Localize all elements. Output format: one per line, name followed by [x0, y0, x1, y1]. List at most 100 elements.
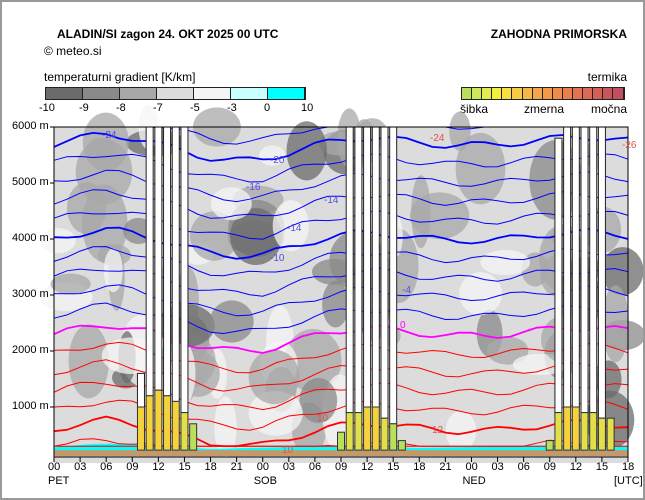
thermal-bar — [354, 412, 363, 451]
thermal-bar — [145, 395, 154, 451]
thermal-swatch — [542, 88, 553, 99]
gradient-region — [209, 300, 254, 343]
thermal-bar — [580, 412, 589, 451]
x-tick-label: 18 — [204, 461, 217, 473]
y-tick-label: 1000 m — [12, 400, 49, 412]
isotherm-label: -20 — [270, 155, 285, 166]
isotherm-label: 0 — [400, 320, 406, 331]
isotherm-label: -10 — [270, 253, 285, 264]
x-tick-label: 15 — [178, 461, 191, 473]
cloud-bar — [363, 126, 372, 408]
cloud-bar — [554, 137, 563, 414]
x-tick-label: 06 — [308, 461, 322, 473]
cloud-bar — [145, 126, 154, 397]
cloud-bar — [171, 126, 180, 402]
gradient-region — [312, 258, 356, 285]
thermal-bar — [363, 406, 372, 451]
thermal-legend-title: termika — [587, 70, 627, 84]
cloud-bar — [180, 126, 189, 414]
y-tick-label: 3000 m — [12, 288, 49, 300]
thermal-label-moderate: zmerna — [524, 102, 565, 116]
thermal-swatch — [462, 88, 473, 99]
y-tick-label: 2000 m — [12, 344, 49, 356]
day-label: SOB — [253, 475, 277, 487]
gradient-swatch — [268, 88, 305, 99]
cloud-bar — [563, 126, 572, 408]
x-tick-label: 15 — [595, 461, 609, 473]
x-tick-label: 21 — [230, 461, 243, 473]
thermal-label-strong: močna — [591, 102, 628, 116]
isotherm-label: -24 — [102, 130, 117, 141]
gradient-tick: -3 — [227, 102, 237, 114]
thermal-swatch — [482, 88, 493, 99]
x-tick-label: 03 — [74, 461, 87, 473]
cloud-bar — [136, 372, 145, 408]
cloud-bar — [154, 126, 163, 391]
thermal-bar — [371, 406, 380, 451]
thermal-bar — [337, 431, 345, 451]
thermal-swatch — [573, 88, 584, 99]
cloud-bar — [571, 126, 580, 408]
gradient-region — [248, 390, 303, 436]
gradient-swatch — [231, 88, 268, 99]
gradient-region — [101, 337, 161, 375]
x-tick-label: 21 — [439, 461, 452, 473]
utc-label: [UTC] — [614, 475, 643, 487]
gradient-region — [103, 248, 123, 293]
x-tick-label: 06 — [517, 461, 530, 473]
copyright: © meteo.si — [44, 44, 102, 58]
x-tick-label: 03 — [282, 461, 296, 473]
gradient-tick: -7 — [153, 102, 163, 114]
x-tick-label: 12 — [152, 461, 165, 473]
thermal-swatch — [562, 88, 574, 99]
thermal-bar — [163, 395, 172, 451]
isotherm-label: 10 — [282, 445, 294, 456]
day-label: NED — [462, 475, 486, 487]
thermal-swatch — [552, 88, 563, 99]
gradient-region — [214, 396, 237, 458]
gradient-swatch — [194, 88, 231, 99]
isotherm-label: -14 — [324, 195, 339, 206]
gradient-region — [210, 187, 252, 221]
cloud-bar — [389, 126, 398, 425]
gradient-tick: -8 — [116, 102, 126, 114]
thermal-bar — [189, 423, 198, 451]
gradient-swatch — [83, 88, 120, 99]
x-tick-label: 18 — [413, 461, 426, 473]
x-tick-label: 18 — [622, 461, 635, 473]
thermal-bar — [597, 417, 606, 451]
y-tick-label: 5000 m — [12, 176, 49, 188]
thermal-swatch — [472, 88, 483, 99]
thermal-bar — [154, 389, 163, 451]
thermal-bar — [545, 440, 554, 451]
gradient-swatch — [120, 88, 157, 99]
thermal-bar — [180, 412, 189, 451]
thermal-bar — [571, 406, 580, 451]
thermal-swatch — [532, 88, 543, 99]
gradient-swatch — [157, 88, 194, 99]
isotherm-label: 10 — [317, 413, 329, 424]
thermal-swatch — [512, 88, 523, 99]
gradient-region — [449, 111, 471, 152]
gradient-region — [602, 285, 629, 363]
y-tick-label: 4000 m — [12, 232, 49, 244]
gradient-region — [480, 249, 531, 276]
gradient-tick: -10 — [39, 102, 55, 114]
cloud-bar — [371, 126, 380, 408]
x-tick-label: 09 — [543, 461, 556, 473]
thermal-bar — [136, 406, 145, 451]
thermal-swatch — [502, 88, 513, 99]
chart-title: ALADIN/SI zagon 24. OKT 2025 00 UTC — [57, 27, 279, 41]
cloud-bar — [163, 126, 172, 397]
cloud-bar — [589, 126, 598, 414]
thermal-bar — [389, 423, 398, 451]
cloud-bar — [580, 126, 589, 414]
thermal-swatch — [613, 88, 624, 99]
thermal-bar — [554, 412, 563, 451]
thermal-swatch — [492, 88, 503, 99]
gradient-swatch — [46, 88, 83, 99]
gradient-tick: -5 — [190, 102, 200, 114]
x-tick-label: 12 — [361, 461, 374, 473]
